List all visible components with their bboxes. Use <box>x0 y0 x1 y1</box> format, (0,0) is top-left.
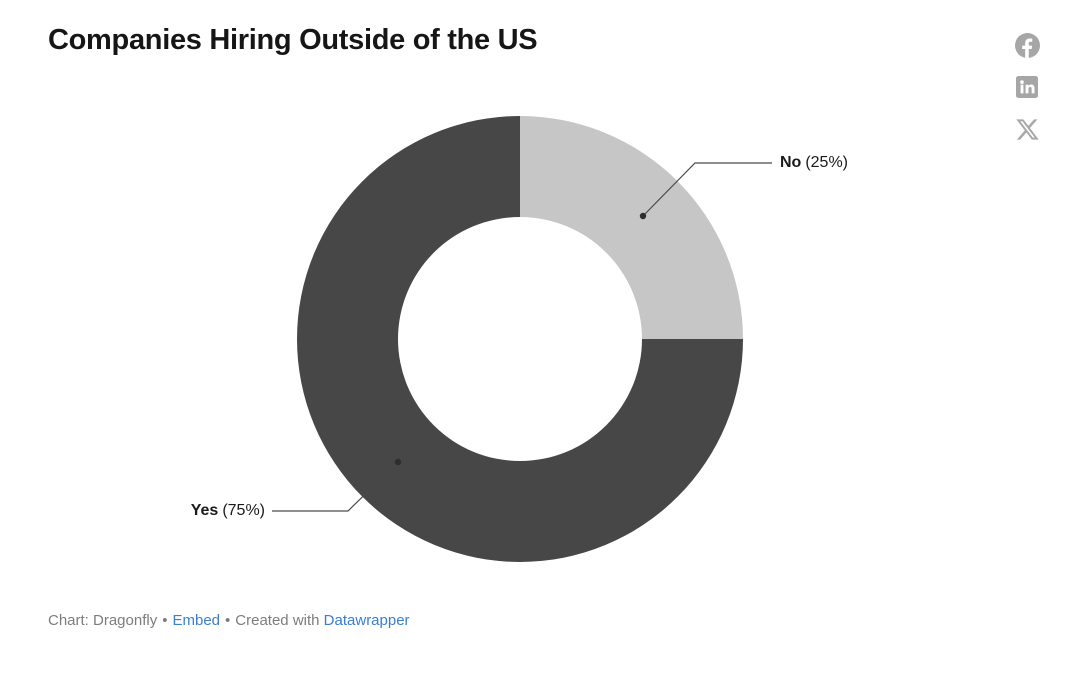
slice-label-yes: Yes (75%) <box>191 501 265 520</box>
slice-label-no-name: No <box>780 154 802 171</box>
slice-label-yes-name: Yes <box>190 502 219 519</box>
chart-title: Companies Hiring Outside of the US <box>48 24 538 56</box>
share-x-button[interactable] <box>1015 117 1040 142</box>
callout-dot-no <box>639 212 647 220</box>
share-facebook-button[interactable] <box>1015 33 1040 59</box>
share-linkedin-button[interactable] <box>1016 76 1038 98</box>
slice-label-yes-value: (75%) <box>222 502 265 519</box>
chart-footer: Chart: Dragonfly • Embed • Created with Data… <box>48 612 410 629</box>
slice-label-no-value: (25%) <box>805 154 849 171</box>
footer-created-with-text: Created with <box>235 612 320 629</box>
x-icon <box>1016 119 1039 140</box>
slice-label-no: No (25%) <box>780 153 848 172</box>
facebook-icon <box>1015 33 1040 59</box>
callout-line-yes <box>272 461 399 512</box>
slice-yes[interactable] <box>297 116 743 562</box>
linkedin-icon <box>1016 76 1038 98</box>
callout-line-no <box>642 162 772 217</box>
datawrapper-link[interactable]: Datawrapper <box>323 612 410 629</box>
callout-dot-yes <box>394 458 402 466</box>
footer-separator: • <box>225 612 231 629</box>
footer-separator: • <box>162 612 168 629</box>
slice-no[interactable] <box>520 116 743 339</box>
embed-link[interactable]: Embed <box>172 612 221 629</box>
footer-source-text: Chart: Dragonfly <box>48 612 158 629</box>
